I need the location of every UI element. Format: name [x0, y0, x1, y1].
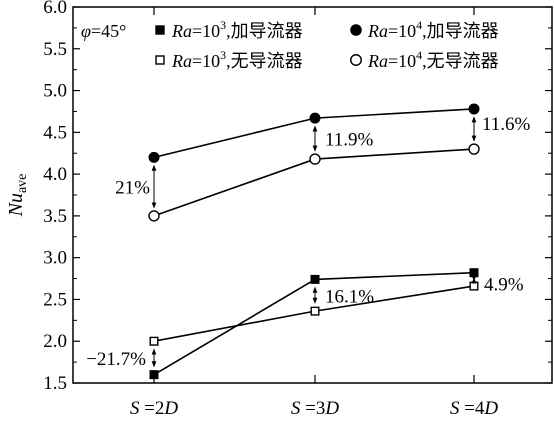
data-point — [149, 336, 159, 346]
data-point — [468, 103, 480, 115]
data-point — [309, 112, 321, 124]
annotation-layer: 21% 11.9% 11.6% −21.7% 16.1% 4.9% — [86, 114, 530, 370]
legend-label: Ra=104,无导流器 — [367, 48, 499, 71]
difference-label: 11.9% — [325, 130, 374, 151]
series-layer — [148, 103, 480, 380]
data-point — [310, 306, 320, 316]
angle-label: φ=45° — [81, 21, 126, 41]
difference-label: 21% — [115, 178, 150, 199]
data-point — [149, 370, 159, 380]
y-axis-label: Nuave — [5, 174, 30, 218]
legend: Ra=103,加导流器 Ra=103,无导流器 Ra=104,加导流器 Ra=104,… — [155, 18, 499, 71]
legend-label: Ra=103,加导流器 — [171, 18, 303, 41]
data-point — [155, 55, 165, 65]
data-point — [309, 153, 321, 165]
x-tick-label: S =4D — [450, 398, 498, 419]
legend-entry: Ra=104,加导流器 — [350, 18, 499, 41]
legend-entry: Ra=103,加导流器 — [155, 18, 303, 41]
series-1 — [149, 268, 479, 380]
legend-entry: Ra=104,无导流器 — [350, 48, 499, 71]
data-point — [350, 54, 362, 66]
y-tick-label: 4.0 — [43, 164, 67, 185]
difference-label: −21.7% — [86, 349, 146, 370]
x-tick-label: S =2D — [130, 398, 178, 419]
series-2 — [149, 281, 479, 346]
data-point — [310, 274, 320, 284]
difference-annotation: −21.7% — [86, 348, 157, 370]
difference-annotation: 21% — [115, 164, 157, 209]
y-tick-label: 4.5 — [43, 122, 67, 143]
y-tick-label: 1.5 — [43, 373, 67, 394]
x-tick-label: S =3D — [291, 398, 339, 419]
y-tick-label: 6.0 — [43, 0, 67, 18]
y-tick-label: 5.5 — [43, 39, 67, 60]
data-point — [469, 268, 479, 278]
data-point — [148, 210, 160, 222]
series-line — [153, 271, 475, 376]
data-point — [148, 151, 160, 163]
legend-label: Ra=104,加导流器 — [367, 18, 499, 41]
difference-label: 11.6% — [482, 114, 531, 135]
legend-label: Ra=103,无导流器 — [171, 48, 303, 71]
y-tick-label: 3.5 — [43, 206, 67, 227]
difference-annotation: 16.1% — [312, 286, 374, 307]
series-3 — [148, 103, 480, 163]
data-point — [350, 24, 362, 36]
y-tick-label: 2.0 — [43, 331, 67, 352]
difference-annotation: 4.9% — [471, 274, 524, 295]
y-tick-label: 2.5 — [43, 289, 67, 310]
data-point — [468, 143, 480, 155]
series-4 — [148, 143, 480, 222]
data-point — [469, 281, 479, 291]
data-point — [155, 25, 165, 35]
difference-annotation: 11.9% — [312, 125, 374, 152]
legend-entry: Ra=103,无导流器 — [155, 48, 303, 71]
difference-label: 4.9% — [484, 274, 524, 295]
difference-label: 16.1% — [325, 286, 374, 307]
y-tick-label: 3.0 — [43, 248, 67, 269]
difference-annotation: 11.6% — [471, 114, 531, 142]
plot-area: 1.5 2.0 2.5 3.0 3.5 4.0 4.5 5.0 5.5 6.0 S =2D S =3D… — [5, 0, 553, 419]
y-tick-label: 5.0 — [43, 81, 67, 102]
